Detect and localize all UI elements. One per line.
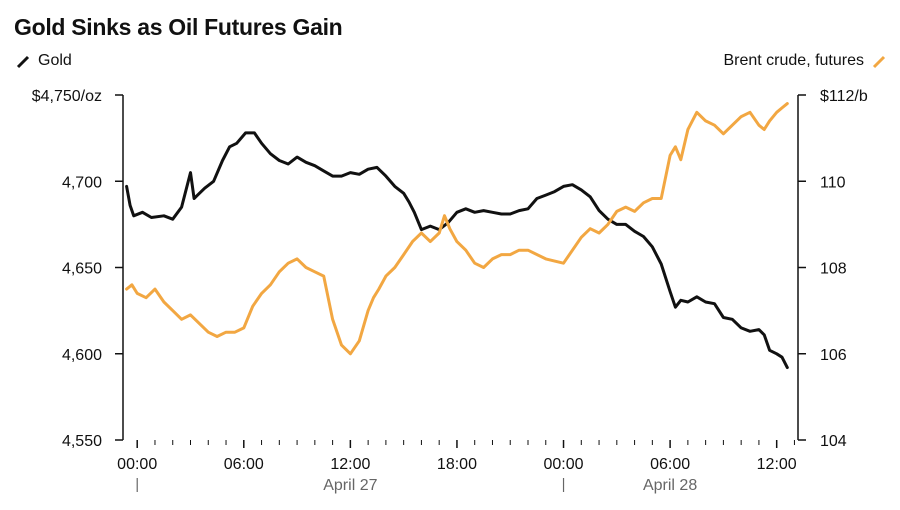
x-axis-tick-label: 00:00 — [117, 456, 157, 473]
legend-brent-label: Brent crude, futures — [723, 52, 864, 69]
x-axis-date-label: April 27 — [323, 477, 377, 494]
x-axis-tick-label: 06:00 — [224, 456, 264, 473]
x-axis-date-label: April 28 — [643, 477, 697, 494]
legend-gold: Gold — [16, 52, 72, 70]
right-axis-tick-label: 110 — [820, 174, 846, 191]
left-axis-tick-label: 4,650 — [62, 261, 102, 278]
left-axis-tick-label: $4,750/oz — [32, 88, 102, 105]
x-axis-tick-label: 12:00 — [757, 456, 797, 473]
gold-line-icon — [16, 55, 30, 69]
brent-series-line — [125, 102, 789, 356]
right-axis-tick-label: $112/b — [820, 88, 868, 105]
x-axis-tick-label: 12:00 — [330, 456, 370, 473]
chart-title: Gold Sinks as Oil Futures Gain — [14, 14, 343, 40]
right-axis-tick-label: 106 — [820, 347, 847, 364]
left-axis-tick-label: 4,600 — [62, 347, 102, 364]
x-axis-tick-label: 06:00 — [650, 456, 690, 473]
right-axis-tick-label: 108 — [820, 261, 847, 278]
right-axis-tick-label: 104 — [820, 433, 847, 450]
gold-series-line — [125, 131, 789, 370]
left-axis-tick-label: 4,550 — [62, 433, 102, 450]
brent-line-icon — [872, 55, 886, 69]
left-axis-tick-label: 4,700 — [62, 174, 102, 191]
x-axis-tick-label: 18:00 — [437, 456, 477, 473]
legend-gold-label: Gold — [38, 52, 72, 69]
x-axis-tick-label: 00:00 — [544, 456, 584, 473]
legend-brent: Brent crude, futures — [723, 52, 886, 70]
